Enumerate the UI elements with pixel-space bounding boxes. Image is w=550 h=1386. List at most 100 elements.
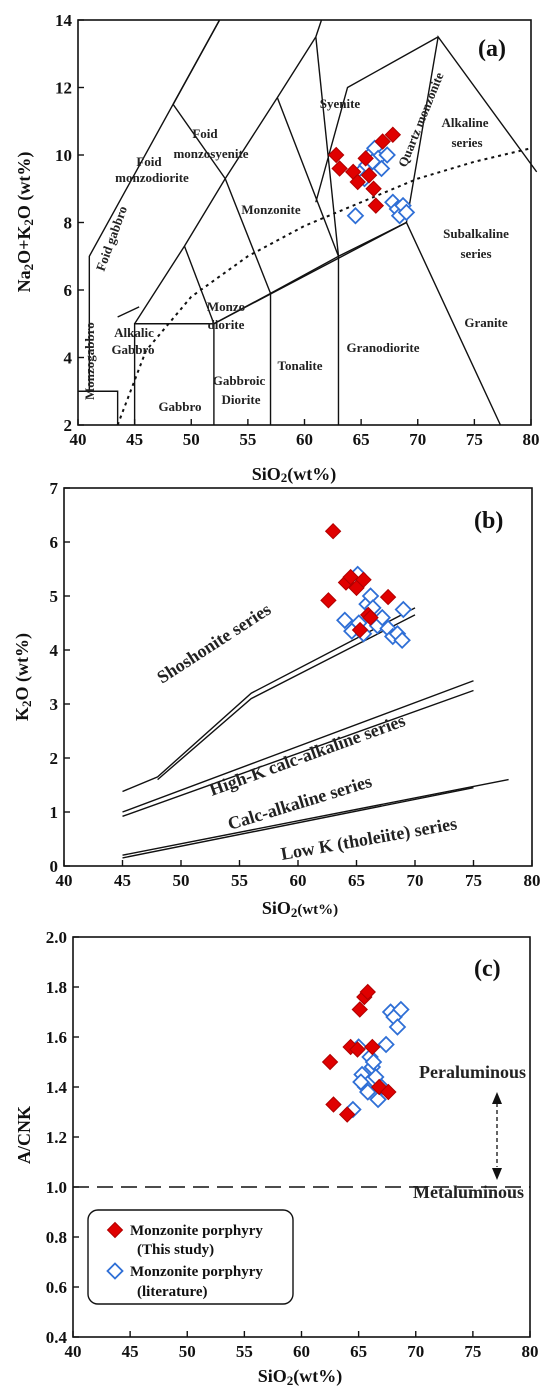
x-axis-label-a: SiO2(wt%) (252, 464, 337, 485)
point-this-study (364, 1038, 381, 1056)
point-literature (394, 600, 413, 619)
y-tick-label: 0.8 (46, 1228, 67, 1247)
field-boundary-line (78, 390, 119, 425)
legend-entry-this-study-line1: Monzonite porphyry (130, 1223, 263, 1239)
field-boundary-line (315, 36, 439, 203)
series-boundaries-b (122, 607, 509, 859)
point-this-study (321, 1053, 339, 1071)
x-tick-label: 75 (465, 871, 482, 890)
x-axis-label-c: SiO2(wt%) (258, 1366, 343, 1386)
y-axis-label-b: K2O (wt%) (12, 633, 34, 721)
y-tick-label: 12 (55, 79, 72, 98)
x-tick-label: 40 (70, 430, 87, 449)
point-this-study (365, 180, 382, 197)
point-this-study (384, 126, 402, 143)
y-tick-label: 1.2 (46, 1128, 67, 1147)
arrow-up-head (492, 1092, 502, 1104)
point-this-study (374, 133, 391, 150)
point-this-study (359, 983, 376, 1001)
field-monzonite: Monzonite (241, 202, 300, 217)
series-boundary-line (122, 680, 474, 813)
y-tick-label: 2 (50, 749, 59, 768)
panel-label-c: (c) (474, 956, 501, 982)
point-literature (392, 1000, 410, 1019)
point-this-study (351, 1001, 368, 1018)
field-foid-monzodiorite-2: monzodiorite (115, 170, 189, 185)
y-tick-label: 10 (55, 146, 72, 165)
field-alkaline-series-2: series (451, 135, 482, 150)
field-monzo-diorite-1: Monzo (207, 299, 245, 314)
point-this-study (355, 571, 372, 589)
point-this-study (349, 1041, 366, 1058)
point-literature (369, 1090, 387, 1109)
field-gabbroic-diorite-2: Diorite (222, 392, 261, 407)
y-tick-label: 2.0 (46, 928, 67, 947)
point-literature (378, 146, 396, 164)
field-boundary-line (315, 36, 340, 257)
field-boundary-line (88, 19, 221, 392)
data-points-b (320, 522, 413, 650)
x-tick-label: 60 (290, 871, 307, 890)
field-boundary-line (270, 255, 340, 425)
x-tick-label: 75 (464, 1342, 481, 1361)
point-this-study (351, 621, 369, 639)
y-tick-label: 7 (50, 479, 59, 498)
field-boundary-line (183, 245, 215, 324)
field-granite: Granite (464, 315, 508, 330)
x-tick-label: 80 (524, 871, 541, 890)
field-tonalite: Tonalite (277, 358, 322, 373)
point-this-study (342, 568, 359, 586)
field-alkalic-gabbro-2: Gabbro (111, 342, 154, 357)
field-subalkaline-series-1: Subalkaline (443, 226, 509, 241)
field-syenite: Syenite (320, 96, 361, 111)
series-boundary-line (157, 614, 416, 781)
field-alkaline-series-1: Alkaline (442, 115, 489, 130)
y-tick-label: 14 (55, 11, 73, 30)
x-tick-label: 80 (523, 430, 540, 449)
x-tick-label: 45 (122, 1342, 139, 1361)
legend-entry-literature-line1: Monzonite porphyry (130, 1264, 263, 1280)
field-gabbro: Gabbro (158, 399, 201, 414)
data-points-c (321, 983, 410, 1123)
series-boundary-line (122, 778, 509, 856)
point-this-study (320, 592, 337, 609)
field-granodiorite: Granodiorite (347, 340, 420, 355)
alkaline-subalkaline-divider (116, 147, 532, 426)
y-axis-label-c: A/CNK (14, 1106, 34, 1164)
tick-marks-c: 40 45 50 55 60 65 70 75 80 0.4 0.6 0.8 1.0 1.2 1.4 1.6 1… (46, 928, 539, 1361)
x-tick-label: 70 (407, 1342, 424, 1361)
x-tick-label: 50 (179, 1342, 196, 1361)
series-boundary-line (122, 689, 474, 817)
point-this-study (379, 588, 397, 606)
point-this-study (328, 146, 345, 164)
y-tick-label: 3 (50, 695, 59, 714)
field-boundary-line (133, 323, 215, 425)
point-literature (364, 1053, 383, 1071)
x-tick-label: 65 (350, 1342, 367, 1361)
point-this-study (357, 150, 374, 167)
series-boundary-line (122, 787, 474, 859)
y-tick-label: 6 (50, 533, 59, 552)
panel-a: 40 45 50 55 60 65 70 75 80 2 4 6 8 10 12 14 (a) Foid mo… (14, 11, 540, 485)
data-points-a (328, 126, 416, 225)
classification-boundaries-a (78, 19, 538, 426)
x-tick-label: 50 (183, 430, 200, 449)
field-boundary-line (405, 35, 538, 223)
y-tick-label: 2 (64, 416, 73, 435)
x-axis-label-b: SiO2(wt%) (262, 898, 338, 920)
point-this-study (325, 1096, 342, 1113)
panel-label-b: (b) (474, 508, 503, 534)
x-tick-label: 40 (65, 1342, 82, 1361)
point-literature (352, 1073, 370, 1091)
tick-marks-a: 40 45 50 55 60 65 70 75 80 2 4 6 8 10 12 14 (55, 11, 540, 449)
field-monzogabbro: Monzogabbro (82, 322, 97, 400)
y-tick-label: 8 (64, 214, 73, 233)
point-literature (397, 203, 416, 222)
y-tick-label: 0.4 (46, 1328, 68, 1347)
x-tick-label: 80 (522, 1342, 539, 1361)
x-tick-label: 65 (348, 871, 365, 890)
point-this-study (338, 1106, 356, 1123)
point-literature (346, 206, 365, 225)
y-tick-label: 0 (50, 857, 59, 876)
